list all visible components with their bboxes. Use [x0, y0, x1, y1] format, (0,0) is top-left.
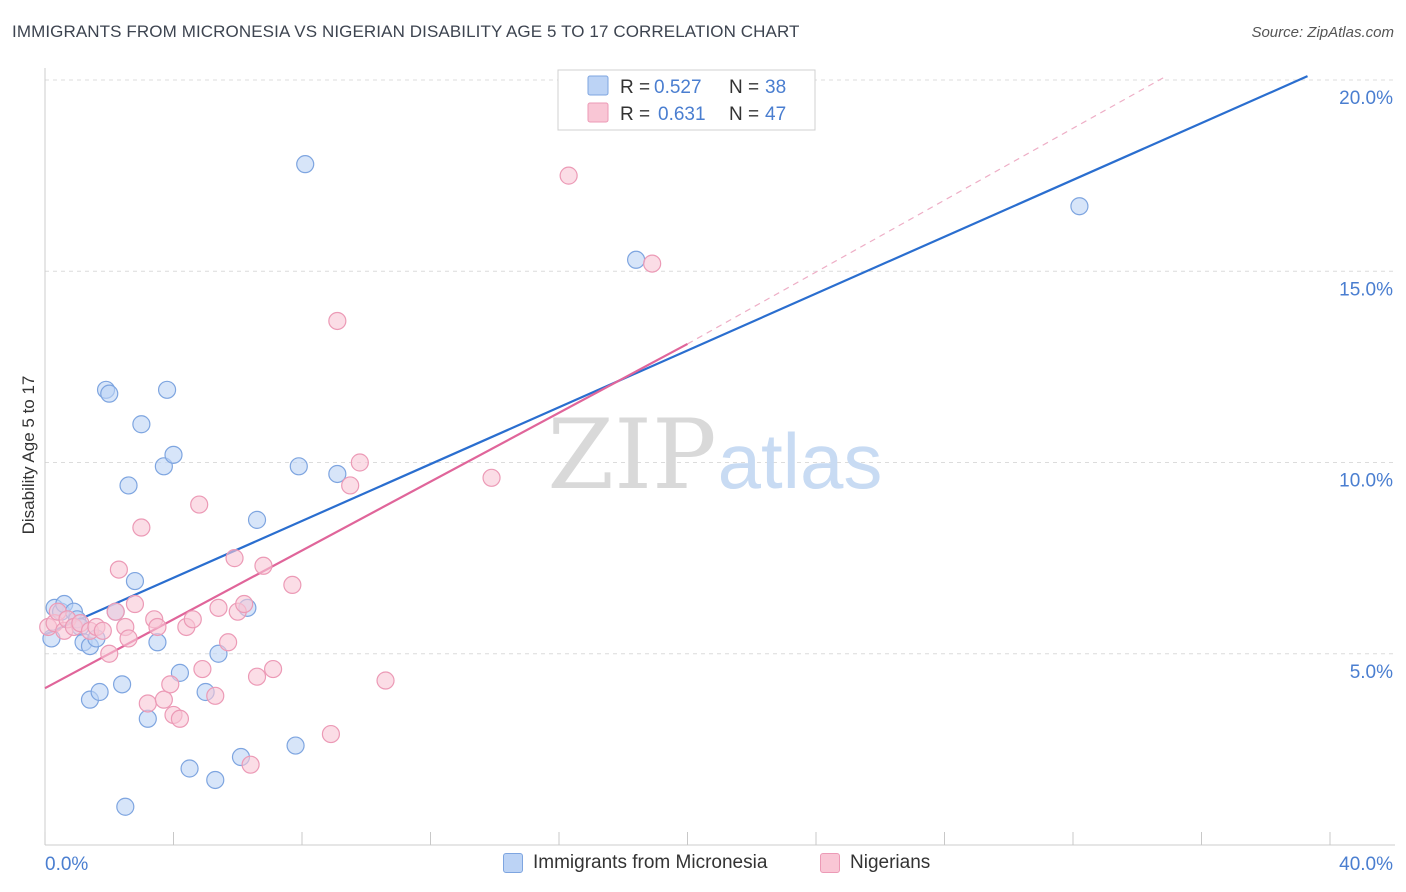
series-legend: Immigrants from Micronesia Nigerians — [0, 852, 1406, 878]
data-point-blue — [296, 155, 315, 174]
legend-swatch-nigerians — [820, 853, 840, 873]
legend-item-micronesia: Immigrants from Micronesia — [503, 852, 767, 874]
x-tick-label-min: 0.0% — [45, 854, 88, 875]
y-tick-label: 5.0% — [1350, 662, 1393, 683]
trend-line-pink — [44, 342, 689, 690]
data-point-pink — [109, 560, 128, 579]
data-point-blue — [626, 250, 646, 269]
data-point-pink — [241, 755, 260, 774]
x-tick-label-max: 40.0% — [1339, 854, 1393, 875]
legend-r-label-blue: R = — [620, 77, 655, 98]
data-point-pink — [559, 166, 578, 185]
legend-label-micronesia: Immigrants from Micronesia — [533, 852, 768, 873]
data-point-pink — [376, 671, 395, 690]
source-label: Source: ZipAtlas.com — [1251, 24, 1394, 41]
y-axis-label: Disability Age 5 to 17 — [19, 376, 38, 535]
data-point-blue — [206, 770, 225, 790]
data-point-pink — [263, 659, 283, 679]
legend-r-value-pink: 0.631 — [658, 104, 706, 125]
data-point-pink — [148, 617, 167, 637]
data-point-blue — [100, 384, 119, 403]
legend-n-label-pink: N = — [729, 104, 764, 125]
data-point-pink — [225, 549, 244, 568]
data-point-pink — [132, 518, 151, 537]
data-point-blue — [328, 464, 347, 484]
legend-swatch-pink — [587, 102, 609, 123]
data-point-pink — [154, 690, 173, 709]
x-tick-labels: 0.0% 40.0% — [45, 854, 1393, 875]
legend-item-nigerians: Nigerians — [820, 852, 930, 874]
data-point-pink — [283, 575, 302, 595]
data-point-blue — [157, 380, 177, 399]
data-point-pink — [341, 476, 360, 495]
data-point-blue — [132, 415, 151, 434]
data-point-blue — [119, 476, 138, 495]
data-point-pink — [235, 594, 254, 614]
data-point-pink — [119, 629, 138, 648]
data-point-blue — [148, 633, 167, 652]
data-point-blue — [164, 445, 183, 464]
data-point-pink — [254, 556, 273, 575]
data-point-pink — [328, 311, 347, 331]
data-point-blue — [112, 675, 132, 694]
axes — [44, 68, 1395, 846]
watermark-atlas: atlas — [718, 417, 883, 505]
legend-swatch-blue — [587, 75, 609, 96]
data-point-pink — [206, 686, 225, 705]
trend-line-extension-pink — [687, 75, 1167, 345]
data-point-pink — [138, 694, 157, 713]
data-point-blue — [247, 510, 267, 529]
legend-swatch-micronesia — [503, 853, 523, 873]
data-point-pink — [219, 633, 238, 652]
trend-line-blue — [44, 75, 1308, 636]
data-point-pink — [106, 602, 125, 621]
data-point-blue — [180, 759, 199, 778]
data-point-pink — [209, 598, 228, 617]
data-point-blue — [1070, 197, 1089, 216]
y-tick-labels: 5.0% 10.0% 15.0% 20.0% — [1339, 88, 1393, 683]
legend-box: R = 0.527 N = 38 R = 0.631 N = 47 — [557, 69, 816, 131]
data-point-pink — [247, 667, 267, 686]
y-tick-label: 20.0% — [1339, 88, 1393, 109]
legend-r-label-pink: R = — [620, 104, 655, 125]
watermark: ZIP atlas — [547, 399, 882, 511]
data-point-blue — [289, 457, 308, 476]
data-point-blue — [90, 682, 109, 702]
data-point-pink — [482, 468, 501, 487]
watermark-zip: ZIP — [547, 399, 716, 511]
data-point-pink — [350, 453, 369, 472]
data-point-blue — [138, 709, 157, 728]
data-point-pink — [321, 724, 341, 744]
legend-n-value-pink: 47 — [765, 104, 786, 125]
data-point-pink — [100, 644, 119, 663]
y-tick-label: 10.0% — [1339, 471, 1393, 492]
data-point-pink — [93, 621, 112, 640]
data-point-pink — [170, 709, 190, 728]
legend-n-value-blue: 38 — [765, 77, 786, 98]
chart-title: IMMIGRANTS FROM MICRONESIA VS NIGERIAN D… — [12, 22, 800, 41]
data-point-pink — [125, 594, 145, 614]
data-point-pink — [183, 610, 202, 629]
y-tick-label: 15.0% — [1339, 279, 1393, 300]
data-point-pink — [193, 659, 212, 679]
data-point-pink — [643, 254, 662, 273]
legend-r-value-blue: 0.527 — [654, 77, 702, 98]
data-point-blue — [286, 736, 305, 755]
trend-lines — [44, 75, 1308, 690]
legend-label-nigerians: Nigerians — [850, 852, 931, 873]
legend-n-label-blue: N = — [729, 77, 764, 98]
data-points — [39, 155, 1089, 816]
data-point-pink — [190, 495, 209, 514]
gridlines — [45, 79, 1395, 655]
data-point-blue — [125, 571, 145, 591]
data-point-pink — [161, 675, 180, 694]
data-point-blue — [116, 797, 135, 816]
